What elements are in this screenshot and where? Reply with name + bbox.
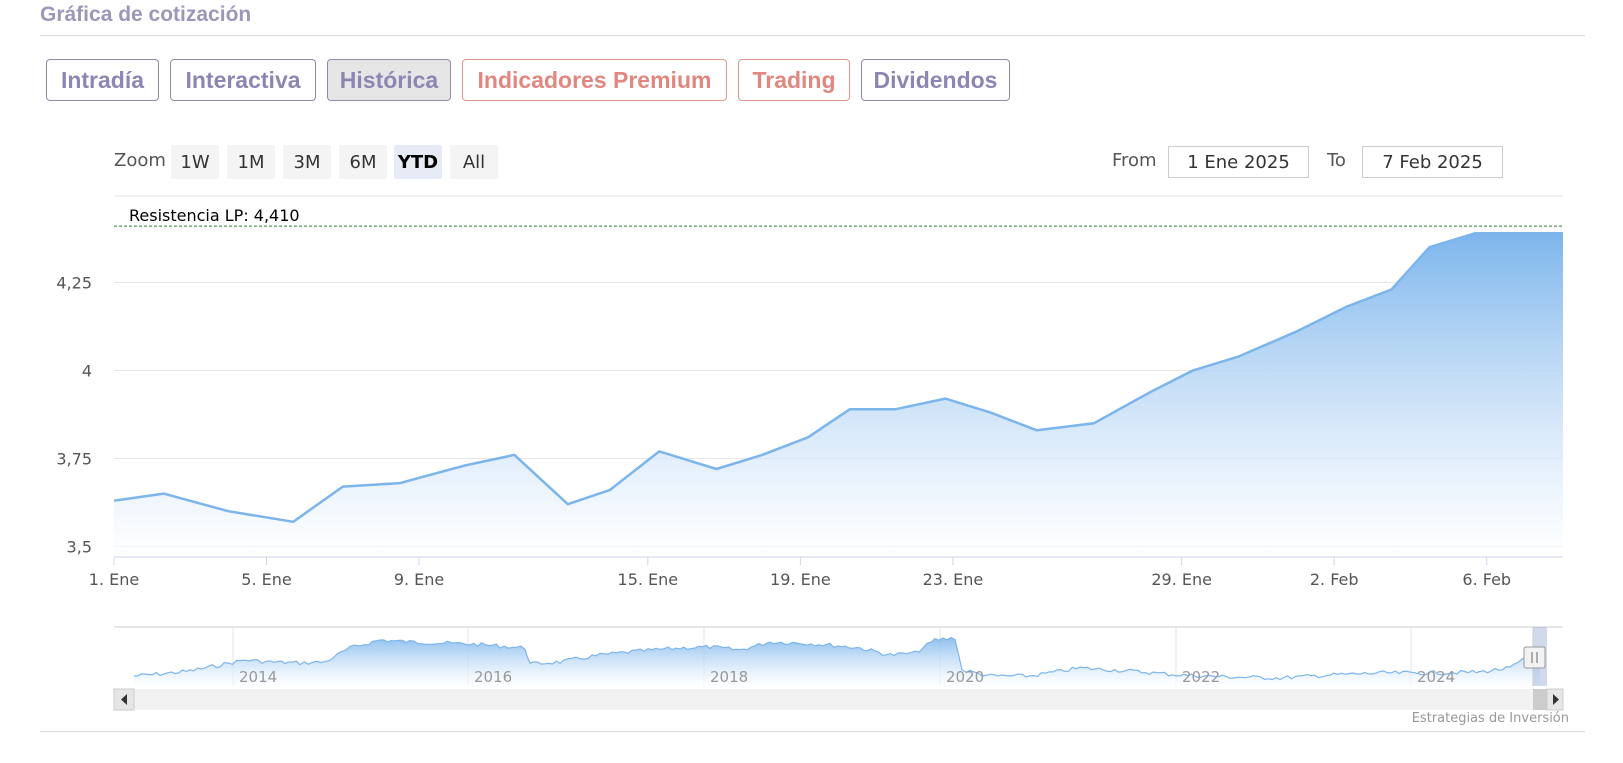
navigator-year-label: 2014 bbox=[239, 668, 277, 686]
x-tick-label: 5. Ene bbox=[241, 570, 291, 589]
to-label: To bbox=[1327, 150, 1346, 171]
navigator-series-line bbox=[134, 636, 1541, 681]
navigator-area-fill bbox=[134, 637, 1540, 686]
x-tick-label: 23. Ene bbox=[923, 570, 984, 589]
x-tick-label: 6. Feb bbox=[1462, 570, 1511, 589]
zoom-button-all[interactable]: All bbox=[450, 145, 498, 179]
navigator-year-label: 2022 bbox=[1182, 668, 1220, 686]
top-divider bbox=[40, 35, 1585, 36]
section-title: Gráfica de cotización bbox=[40, 3, 252, 26]
chart-credit: Estrategias de Inversión bbox=[1411, 711, 1569, 726]
tab-dividendos[interactable]: Dividendos bbox=[861, 59, 1010, 101]
from-label: From bbox=[1112, 150, 1157, 171]
y-tick-label: 3,75 bbox=[56, 449, 92, 468]
scrollbar-track[interactable] bbox=[114, 689, 1563, 710]
tab-intradia[interactable]: Intradía bbox=[46, 59, 159, 101]
navigator-year-label: 2020 bbox=[946, 668, 984, 686]
y-tick-label: 3,5 bbox=[67, 537, 92, 556]
navigator-handle[interactable] bbox=[1523, 646, 1546, 669]
y-tick-label: 4,25 bbox=[56, 273, 92, 292]
tab-interactiva[interactable]: Interactiva bbox=[170, 59, 316, 101]
scrollbar-thumb[interactable] bbox=[1533, 689, 1547, 710]
zoom-label: Zoom bbox=[114, 150, 166, 171]
navigator-year-label: 2024 bbox=[1417, 668, 1455, 686]
scroll-left-arrow-icon bbox=[121, 694, 127, 705]
tab-historica[interactable]: Histórica bbox=[327, 59, 451, 101]
bottom-divider bbox=[40, 731, 1585, 732]
zoom-button-1m[interactable]: 1M bbox=[227, 145, 275, 179]
to-date-input[interactable]: 7 Feb 2025 bbox=[1362, 146, 1503, 178]
y-tick-label: 4 bbox=[82, 361, 92, 380]
x-tick-label: 1. Ene bbox=[89, 570, 139, 589]
x-tick-label: 19. Ene bbox=[770, 570, 831, 589]
x-tick-label: 29. Ene bbox=[1151, 570, 1212, 589]
x-tick-label: 2. Feb bbox=[1310, 570, 1359, 589]
resistance-label: Resistencia LP: 4,410 bbox=[129, 206, 300, 225]
navigator-year-label: 2018 bbox=[710, 668, 748, 686]
zoom-button-ytd[interactable]: YTD bbox=[394, 145, 442, 179]
navigator-year-label: 2016 bbox=[474, 668, 512, 686]
x-tick-label: 9. Ene bbox=[394, 570, 444, 589]
scroll-right-arrow-icon bbox=[1553, 694, 1559, 705]
zoom-button-1w[interactable]: 1W bbox=[171, 145, 219, 179]
price-series-line bbox=[113, 231, 1563, 524]
price-area-fill bbox=[114, 233, 1563, 557]
zoom-button-6m[interactable]: 6M bbox=[339, 145, 387, 179]
zoom-button-3m[interactable]: 3M bbox=[283, 145, 331, 179]
tab-indicadores-premium[interactable]: Indicadores Premium bbox=[462, 59, 727, 101]
tab-trading[interactable]: Trading bbox=[738, 59, 850, 101]
from-date-input[interactable]: 1 Ene 2025 bbox=[1168, 146, 1309, 178]
x-tick-label: 15. Ene bbox=[618, 570, 679, 589]
